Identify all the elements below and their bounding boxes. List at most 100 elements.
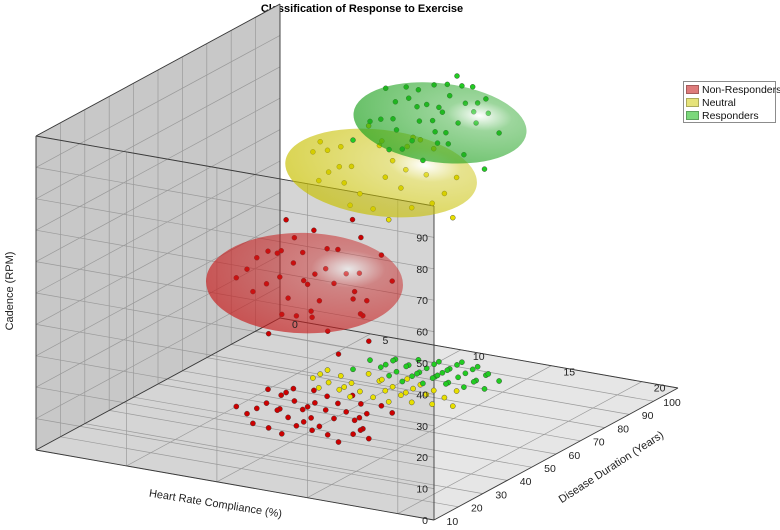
floor-point-non-responders bbox=[285, 414, 291, 421]
floor-point-responders bbox=[461, 384, 467, 390]
floor-point-neutral bbox=[441, 394, 448, 401]
floor-point-non-responders bbox=[350, 431, 356, 437]
ellipsoid-responders bbox=[353, 82, 527, 164]
floor-point-non-responders bbox=[244, 410, 250, 417]
x-tick-label: 30 bbox=[495, 489, 507, 501]
floor-point-non-responders bbox=[378, 402, 385, 409]
floor-point-responders bbox=[390, 357, 396, 364]
data-point-non-responders bbox=[358, 234, 364, 241]
floor-point-neutral bbox=[365, 370, 372, 377]
floor-point-non-responders bbox=[278, 430, 285, 437]
grid-line-z-left bbox=[35, 292, 435, 364]
floor-point-non-responders bbox=[389, 410, 396, 416]
floor-point-non-responders bbox=[300, 419, 307, 425]
floor-point-responders bbox=[434, 372, 441, 379]
floor-point-responders bbox=[415, 356, 422, 363]
floor-point-responders bbox=[439, 369, 446, 376]
floor-point-responders bbox=[386, 372, 392, 379]
floor-point-neutral bbox=[315, 384, 322, 391]
floor-point-responders bbox=[443, 381, 449, 387]
legend-label-non-responders: Non-Responders bbox=[702, 83, 780, 96]
floor-point-neutral bbox=[453, 388, 460, 394]
floor-point-responders bbox=[350, 366, 356, 373]
floor-point-responders bbox=[481, 386, 488, 392]
data-point-non-responders bbox=[283, 217, 289, 223]
z-tick-label: 70 bbox=[416, 295, 428, 307]
floor-point-non-responders bbox=[324, 431, 331, 438]
floor-point-responders bbox=[455, 374, 461, 381]
legend-swatch-responders bbox=[686, 111, 699, 120]
floor-point-non-responders bbox=[308, 415, 314, 421]
floor-point-neutral bbox=[370, 394, 376, 401]
y-tick-label: 0 bbox=[292, 319, 298, 331]
floor-point-non-responders bbox=[299, 406, 306, 413]
grid-line-z-left bbox=[35, 167, 435, 238]
floor-point-neutral bbox=[378, 376, 385, 383]
floor-point-non-responders bbox=[283, 389, 289, 396]
data-point-responders bbox=[350, 137, 356, 143]
x-tick-label: 40 bbox=[520, 476, 532, 488]
floor-point-responders bbox=[367, 357, 373, 363]
z-tick-label: 50 bbox=[416, 358, 428, 370]
z-tick-label: 20 bbox=[416, 452, 428, 464]
legend-swatch-neutral bbox=[686, 98, 699, 107]
floor-point-non-responders bbox=[324, 393, 330, 400]
x-tick-label: 10 bbox=[447, 516, 459, 528]
floor-point-responders bbox=[469, 366, 476, 373]
floor-point-neutral bbox=[402, 389, 409, 396]
data-point-non-responders bbox=[265, 331, 272, 337]
z-tick-label: 30 bbox=[416, 421, 428, 433]
data-point-non-responders bbox=[366, 338, 372, 344]
z-tick-label: 90 bbox=[416, 232, 428, 244]
floor-point-responders bbox=[382, 361, 389, 368]
floor-projection-responders bbox=[350, 356, 502, 392]
z-axis-label: Cadence (RPM) bbox=[4, 252, 16, 331]
floor-projection-neutral bbox=[310, 367, 460, 409]
z-tick-label: 0 bbox=[422, 515, 428, 527]
ellipsoid-non-responders bbox=[206, 232, 403, 334]
grid-line-y-floor bbox=[397, 381, 642, 514]
floor-point-non-responders bbox=[293, 422, 300, 429]
floor-point-non-responders bbox=[233, 403, 240, 410]
chart-title: Classification of Response to Exercise bbox=[261, 3, 463, 15]
floor-point-neutral bbox=[410, 385, 416, 392]
floor-point-non-responders bbox=[322, 407, 329, 413]
tick-labels: 10 20 30 40 50 60 70 80 90 100 0 5 10 15 20 0 10 20 30 40 50… bbox=[292, 232, 681, 527]
grid-line-z-right bbox=[35, 160, 281, 294]
floor-point-non-responders bbox=[358, 401, 364, 407]
data-point-non-responders bbox=[349, 216, 356, 223]
grid-line-z-right bbox=[35, 66, 281, 200]
floor-point-responders bbox=[436, 358, 442, 365]
floor-point-non-responders bbox=[331, 415, 337, 422]
floor-point-neutral bbox=[382, 387, 389, 394]
floor-point-responders bbox=[470, 378, 477, 385]
floor-point-responders bbox=[403, 363, 410, 370]
y-tick-label: 5 bbox=[383, 335, 389, 347]
floor-point-non-responders bbox=[316, 423, 323, 430]
data-point-non-responders bbox=[335, 351, 342, 357]
floor-point-neutral bbox=[325, 379, 332, 386]
x-tick-label: 80 bbox=[617, 423, 629, 435]
floor-point-non-responders bbox=[311, 387, 317, 394]
x-tick-label: 100 bbox=[663, 397, 681, 409]
grid-line-x-floor bbox=[109, 410, 508, 481]
y-tick-label: 15 bbox=[563, 367, 575, 379]
y-tick-label: 10 bbox=[473, 351, 485, 363]
floor-point-responders bbox=[414, 370, 420, 377]
legend-item-neutral: Neutral bbox=[686, 96, 775, 109]
legend-label-responders: Responders bbox=[702, 109, 759, 122]
chart-legend: Non-Responders Neutral Responders bbox=[683, 81, 780, 123]
floor-point-neutral bbox=[341, 384, 348, 390]
z-tick-label: 10 bbox=[416, 484, 428, 496]
floor-point-non-responders bbox=[290, 385, 297, 392]
floor-point-neutral bbox=[337, 373, 344, 379]
floor-point-neutral bbox=[348, 380, 355, 386]
floor-point-non-responders bbox=[250, 420, 256, 427]
data-point-responders bbox=[454, 73, 460, 79]
floor-point-non-responders bbox=[274, 407, 281, 414]
floor-point-neutral bbox=[389, 383, 396, 390]
grid-line-z-right bbox=[35, 35, 281, 168]
z-tick-label: 60 bbox=[416, 327, 428, 339]
floor-point-responders bbox=[485, 371, 492, 377]
